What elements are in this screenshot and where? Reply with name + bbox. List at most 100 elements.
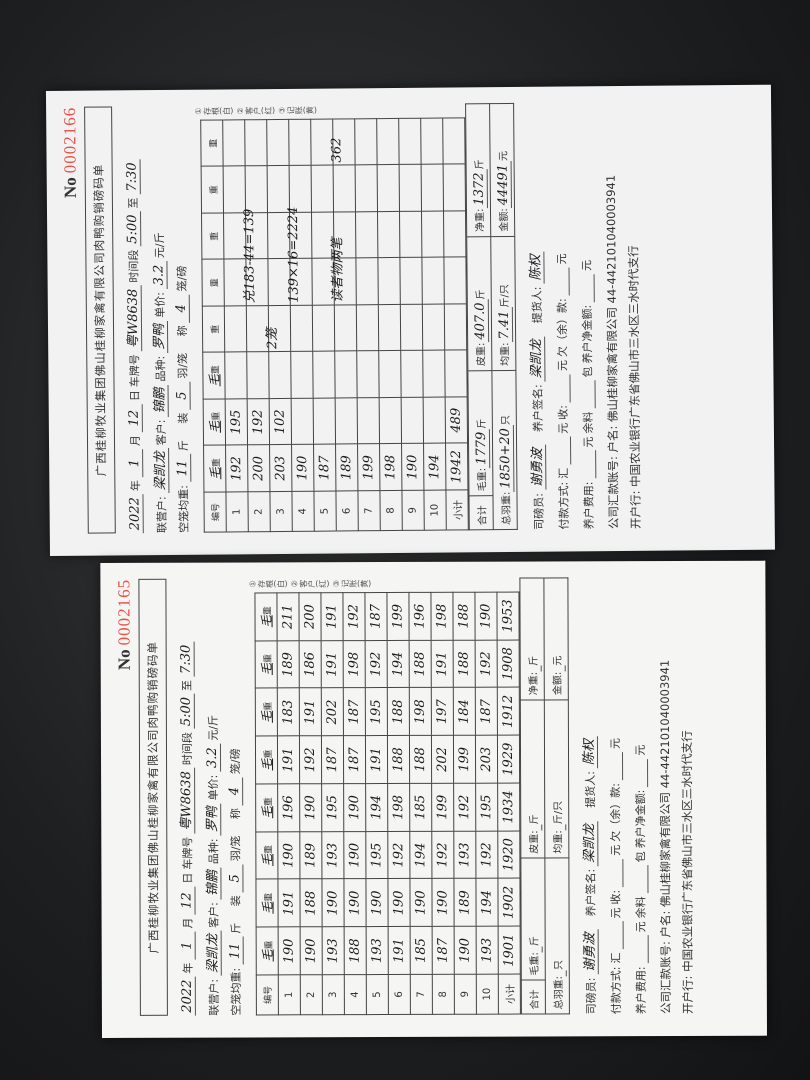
weight-cell: 191 <box>277 736 300 784</box>
row-number: 9 <box>401 490 425 531</box>
label-weigh: 称 <box>229 808 243 820</box>
label-plate: 车牌号 <box>181 836 195 870</box>
subtotal-cell: 1920 <box>497 830 520 879</box>
subtotal-cell: 1901 <box>498 926 521 975</box>
weight-cell: 194 <box>409 831 432 879</box>
row-number: 2 <box>247 491 271 532</box>
total_birds-value <box>550 970 567 977</box>
weight-cell: 198 <box>430 592 454 641</box>
per_cage-value: 5 <box>227 864 244 893</box>
weight-cell: 191 <box>431 640 454 688</box>
weight-cell: 185 <box>410 926 433 975</box>
weight-cell <box>244 119 268 167</box>
label-jin: 斤 <box>528 655 540 666</box>
weight-cell: 187 <box>364 592 388 641</box>
weight-cell: 193 <box>322 926 345 975</box>
weight-cell <box>401 397 424 444</box>
label-avg: 均重: <box>499 342 511 366</box>
weight-cell <box>222 119 246 167</box>
per_cage-value: 5 <box>174 381 191 410</box>
table-row: 6 191 190 192 198 188 188 194 199 <box>386 592 411 1015</box>
subtotal-cell: 1912 <box>497 687 520 736</box>
weight-cell: 198 <box>343 640 366 689</box>
label-price: 单价: <box>207 774 221 801</box>
weight-cell: 195 <box>365 688 388 736</box>
weight-cell <box>355 165 378 212</box>
label-gross: 毛重: <box>529 952 541 976</box>
weight-cell <box>313 398 336 445</box>
weight-cell: 191 <box>321 640 344 689</box>
weight-cell: 190 <box>278 927 301 975</box>
weight-cell <box>334 304 357 352</box>
label-feed_left: 余料 <box>634 896 648 919</box>
col-header-weight: 毛重 <box>202 352 226 400</box>
label-farmer_fee: 养户费用: <box>582 481 596 530</box>
weight-cell <box>335 397 358 445</box>
subtotal-cell: 1934 <box>497 783 520 831</box>
customer-value: 锦鹏 <box>148 384 169 417</box>
row-number: 3 <box>269 491 293 532</box>
weight-cell <box>377 257 401 305</box>
per_scale-value: 4 <box>227 777 244 806</box>
subtotal-cell <box>444 350 468 398</box>
label-month: 月 <box>128 435 143 447</box>
weight-cell: 196 <box>277 783 300 832</box>
weight-cell: 199 <box>357 444 380 491</box>
weight-cell: 195 <box>321 783 344 832</box>
weight-cell: 192 <box>431 831 454 879</box>
weight-cell <box>399 257 423 305</box>
col-header-weight: 毛重 <box>203 398 226 446</box>
table-row: 7 185 190 194 185 188 198 188 196 <box>408 592 433 1015</box>
table-row: 3 193 190 193 195 187 202 191 191 <box>320 592 345 1015</box>
weight-cell: 188 <box>452 592 476 641</box>
weight-cell <box>400 350 424 398</box>
weight-cell: 193 <box>321 831 344 880</box>
label-avg: 均重: <box>552 830 564 854</box>
month-value: 1 <box>179 931 196 960</box>
totals-table: 合计 毛重:斤 皮重:斤 净重:斤 总羽重:只 均重:斤/只 金额:元 <box>519 577 570 1015</box>
picker-value: 陈权 <box>577 736 599 769</box>
label-jin_per: 斤/只 <box>499 284 511 308</box>
row-number: 10 <box>476 974 499 1015</box>
row-number: 6 <box>388 974 411 1015</box>
label-yuan: 元 <box>609 907 623 919</box>
label-per_cage: 羽/笼 <box>229 835 243 862</box>
label-yuan: 元 <box>633 744 648 756</box>
weight-cell: 194 <box>423 443 446 491</box>
company-account: 公司汇款账号: 户名: 佛山桂柳家禽有限公司 44-44210104000394… <box>603 174 621 530</box>
row-number: 6 <box>335 490 359 532</box>
subtotal-cell: 1942 <box>445 443 468 491</box>
col-header-weight: 毛重 <box>255 831 278 880</box>
weight-cell <box>354 118 378 166</box>
totals-table: 合计 毛重:1779斤 皮重:407.0斤 净重:1372斤 总羽重:1850+20… <box>465 103 518 530</box>
weight-cell: 198 <box>409 687 432 736</box>
col-header-weight: 毛重 <box>255 688 278 737</box>
weight-cell <box>377 164 400 212</box>
label-load: 装 <box>176 412 190 424</box>
label-weigher: 司磅员: <box>584 977 598 1015</box>
weight-cell <box>266 119 290 167</box>
weights-table-area: 编号 毛重 毛重 毛重 毛重 毛重 毛重 毛重 毛重 1 190 191 190 196 191 183 189… <box>248 578 521 1016</box>
weight-cell: 191 <box>320 592 344 641</box>
col-header-weight: 毛重 <box>254 592 278 641</box>
weight-cell: 198 <box>387 783 410 832</box>
weight-cell <box>267 165 290 213</box>
tare-value: 407.0 <box>472 299 489 343</box>
amount-value: 44491 <box>495 160 512 209</box>
customer-value: 锦鹏 <box>201 867 222 900</box>
label-cage_weight: 空笼均重: <box>177 485 191 533</box>
tare-value <box>525 824 542 831</box>
net-value <box>525 665 542 672</box>
col-header-weight: 重 <box>201 166 224 214</box>
weight-cell: 187 <box>343 735 366 784</box>
year-value: 2022 <box>179 976 196 1016</box>
weight-cell: 190 <box>454 926 477 975</box>
label-receive: 收: <box>556 405 570 420</box>
weight-cell <box>355 258 379 305</box>
col-header-weight: 毛重 <box>255 736 278 784</box>
subtotal-cell <box>443 210 466 258</box>
subtotal-label: 小计 <box>445 489 469 531</box>
label-breed: 品种: <box>154 355 168 382</box>
row-number: 3 <box>322 974 345 1015</box>
label-net: 净重: <box>528 671 540 696</box>
